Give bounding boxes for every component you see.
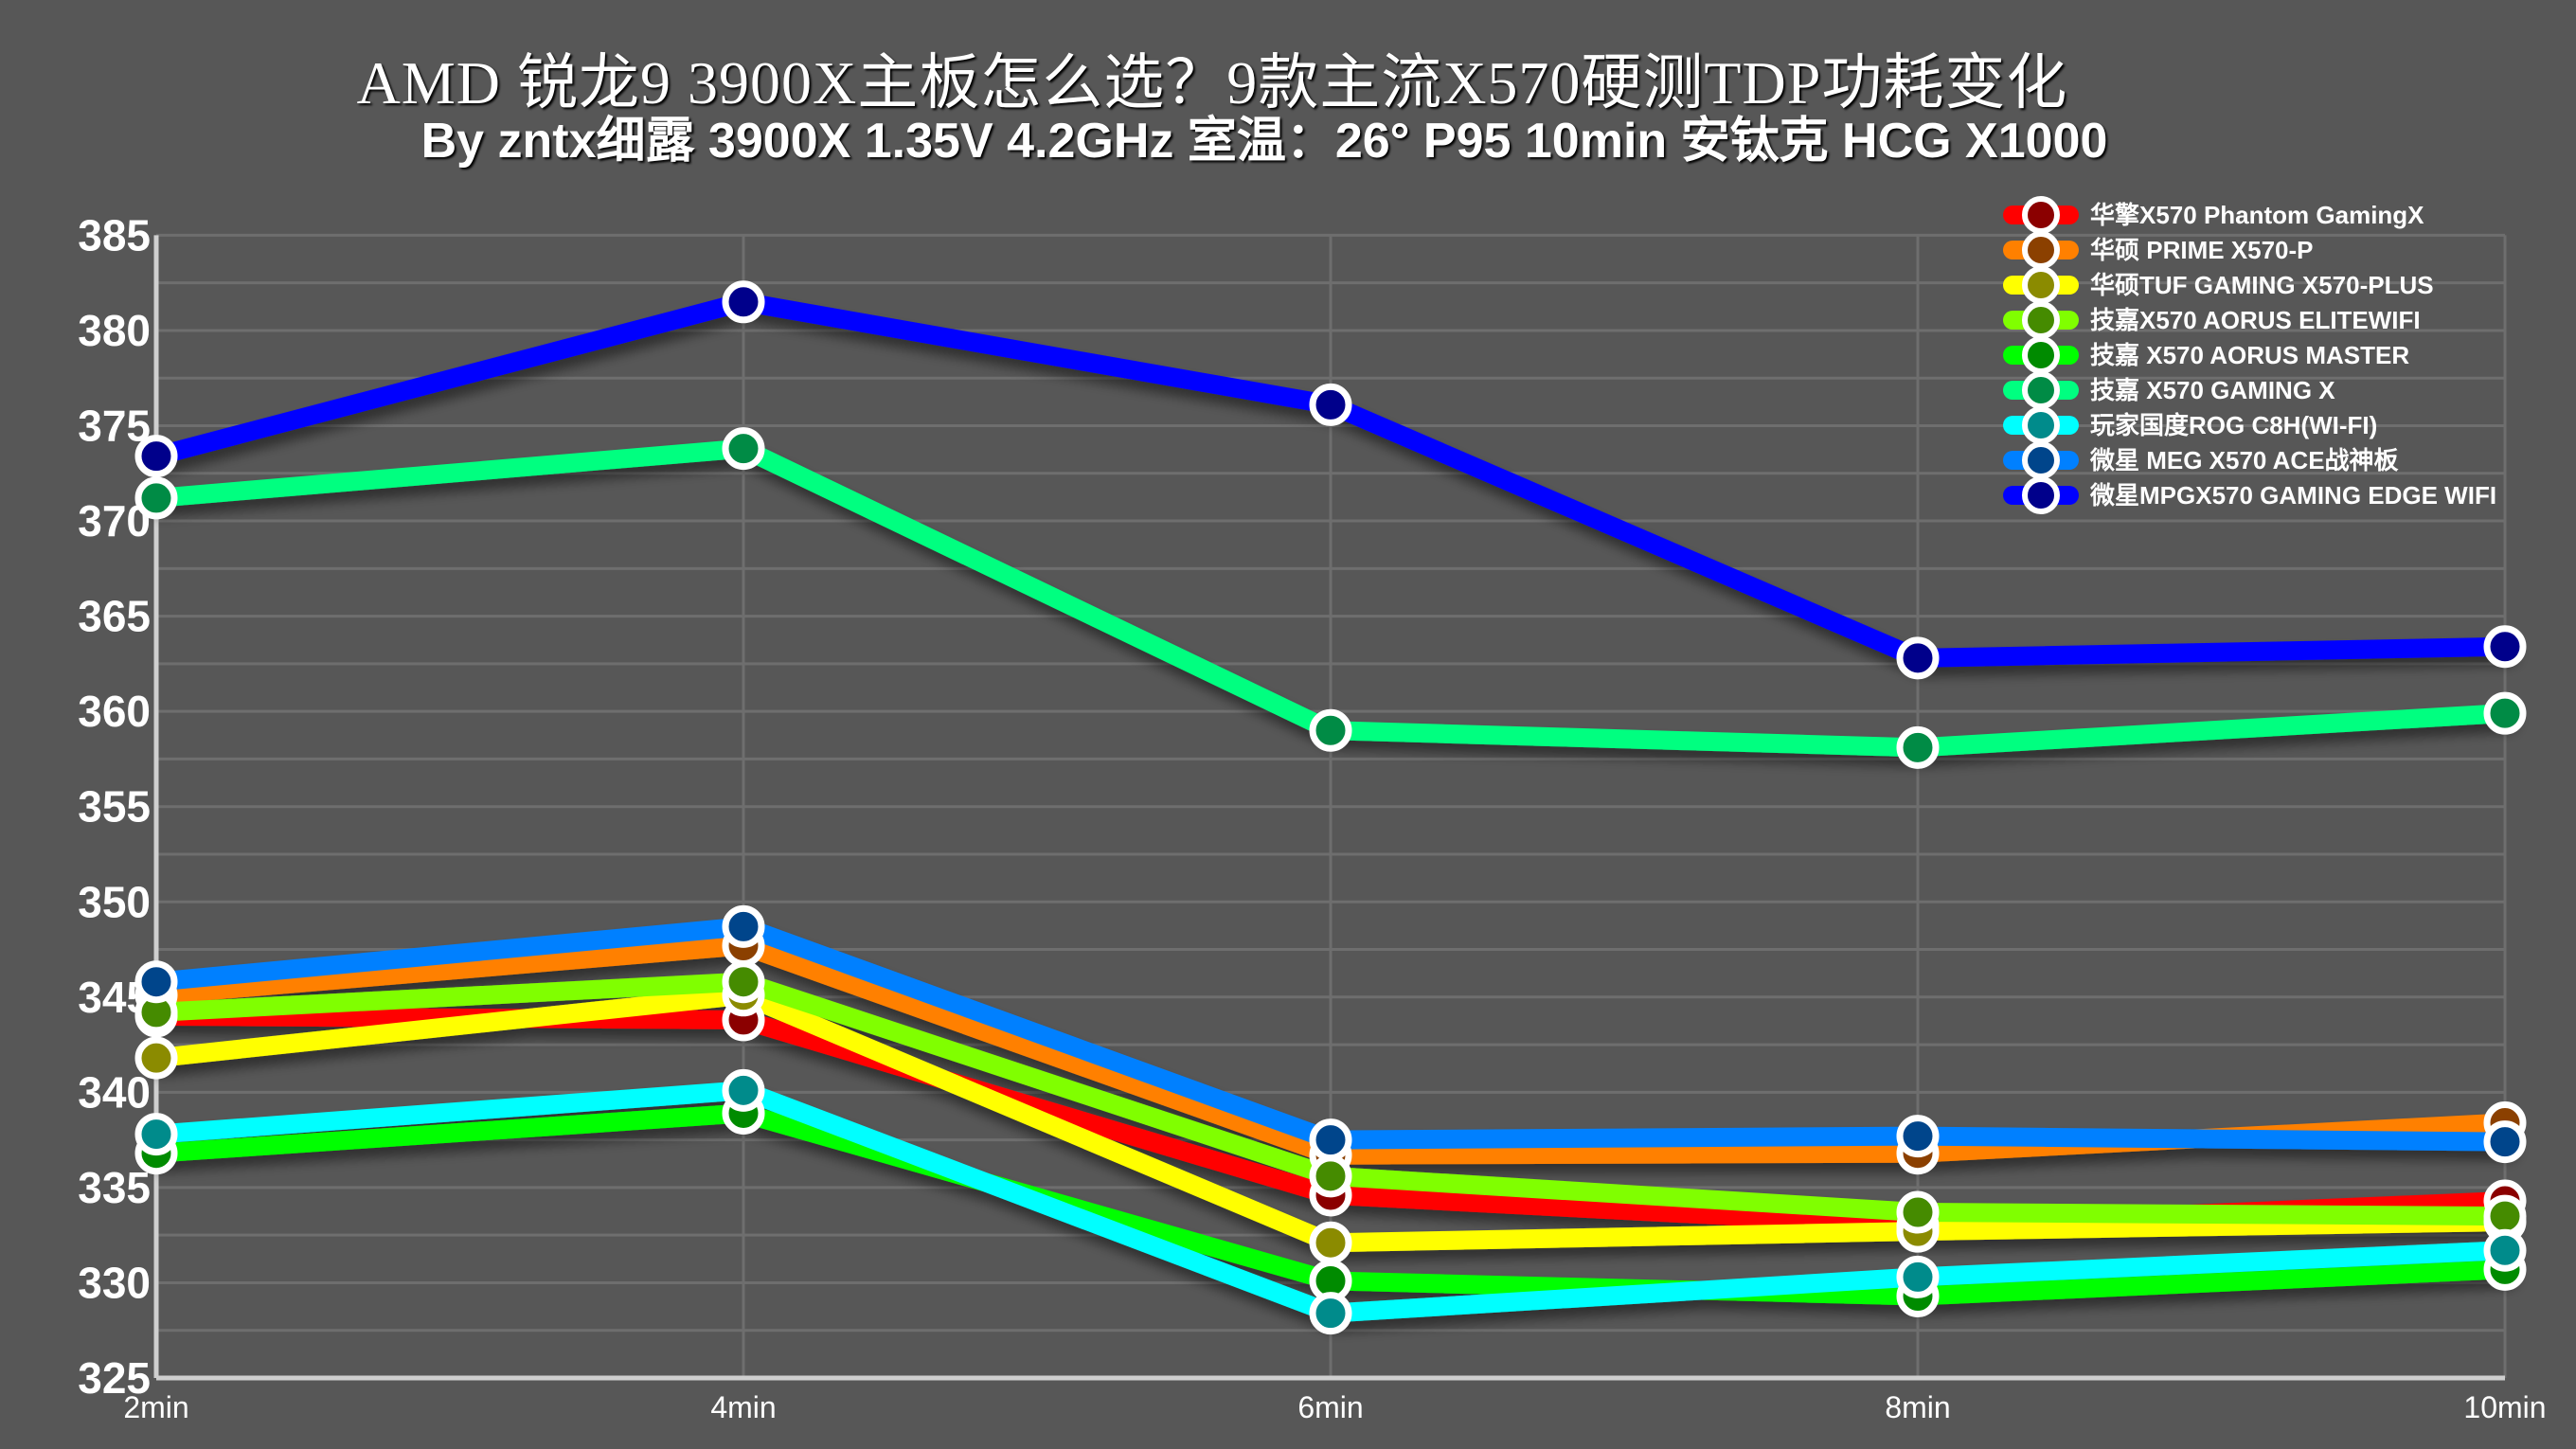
x-axis: 2min 4min 6min 8min 10min — [123, 1390, 2546, 1424]
y-tick-label: 340 — [78, 1067, 151, 1117]
y-tick-label: 385 — [78, 210, 151, 259]
data-point-marker — [134, 1036, 178, 1080]
data-point-marker — [722, 960, 765, 1004]
legend-item: 华擎X570 Phantom GamingX — [2003, 196, 2424, 234]
legend-marker-swatch — [2022, 231, 2060, 269]
data-point-marker — [1309, 383, 1352, 426]
legend-label: 技嘉X570 AORUS ELITEWIFI — [2090, 306, 2421, 334]
legend-item: 技嘉 X570 GAMING X — [2003, 371, 2335, 409]
chart-title: AMD 锐龙9 3900X主板怎么选？9款主流X570硬测TDP功耗变化 — [356, 49, 2068, 116]
y-tick-label: 335 — [78, 1163, 151, 1212]
legend-marker-swatch — [2022, 301, 2060, 339]
legend-item: 华硕 PRIME X570-P — [2003, 231, 2314, 269]
data-point-marker — [722, 280, 765, 324]
legend-marker-swatch — [2022, 476, 2060, 514]
legend-label: 华硕 PRIME X570-P — [2090, 236, 2314, 264]
y-tick-label: 325 — [78, 1353, 151, 1403]
x-tick-label: 8min — [1885, 1390, 1950, 1424]
legend-label: 华硕TUF GAMING X570-PLUS — [2090, 271, 2434, 299]
data-point-marker — [1309, 1292, 1352, 1335]
y-tick-label: 330 — [78, 1258, 151, 1307]
y-tick-label: 365 — [78, 592, 151, 641]
plot-series — [134, 280, 2527, 1335]
legend-marker-swatch — [2022, 336, 2060, 374]
chart-subtitle: By zntx细露 3900X 1.35V 4.2GHz 室温：26° P95 … — [420, 114, 2108, 169]
data-point-marker — [722, 1068, 765, 1112]
legend-item: 技嘉X570 AORUS ELITEWIFI — [2003, 301, 2421, 339]
data-point-marker — [1896, 636, 1940, 680]
legend: 华擎X570 Phantom GamingX 华硕 PRIME X570-P 华硕T… — [2003, 196, 2496, 514]
data-point-marker — [1309, 1154, 1352, 1198]
legend-label: 技嘉 X570 AORUS MASTER — [2090, 341, 2409, 369]
legend-marker-swatch — [2022, 371, 2060, 409]
legend-label: 技嘉 X570 GAMING X — [2090, 376, 2335, 404]
data-point-marker — [722, 904, 765, 948]
data-point-marker — [722, 427, 765, 471]
y-tick-label: 380 — [78, 306, 151, 355]
legend-item: 微星MPGX570 GAMING EDGE WIFI — [2003, 476, 2496, 514]
y-tick-label: 350 — [78, 877, 151, 926]
y-tick-label: 355 — [78, 782, 151, 832]
data-point-marker — [2483, 1120, 2527, 1164]
x-tick-label: 10min — [2463, 1390, 2546, 1424]
plot-grid — [153, 233, 2507, 1381]
data-point-marker — [1896, 1115, 1940, 1158]
data-point-marker — [134, 435, 178, 478]
data-point-marker — [2483, 625, 2527, 669]
legend-marker-swatch — [2022, 196, 2060, 234]
series-markers — [134, 280, 2527, 1335]
data-point-marker — [1896, 1255, 1940, 1298]
legend-item: 技嘉 X570 AORUS MASTER — [2003, 336, 2409, 374]
legend-item: 微星 MEG X570 ACE战神板 — [2003, 441, 2399, 479]
legend-item: 华硕TUF GAMING X570-PLUS — [2003, 266, 2434, 304]
y-tick-label: 375 — [78, 402, 151, 451]
x-tick-label: 4min — [710, 1390, 776, 1424]
data-point-marker — [1309, 1118, 1352, 1162]
data-point-marker — [1896, 1190, 1940, 1234]
legend-label: 微星 MEG X570 ACE战神板 — [2089, 446, 2399, 474]
data-point-marker — [134, 476, 178, 520]
data-point-marker — [1309, 1221, 1352, 1264]
data-point-marker — [1309, 708, 1352, 752]
x-tick-label: 2min — [123, 1390, 188, 1424]
legend-label: 微星MPGX570 GAMING EDGE WIFI — [2089, 481, 2496, 510]
data-point-marker — [1896, 725, 1940, 769]
data-point-marker — [2483, 691, 2527, 735]
data-point-marker — [2483, 1228, 2527, 1272]
legend-marker-swatch — [2022, 406, 2060, 444]
legend-label: 玩家国度ROG C8H(WI-FI) — [2090, 411, 2377, 439]
legend-item: 玩家国度ROG C8H(WI-FI) — [2003, 406, 2377, 444]
data-point-marker — [2483, 1194, 2527, 1238]
x-tick-label: 6min — [1297, 1390, 1363, 1424]
legend-marker-swatch — [2022, 441, 2060, 479]
data-point-marker — [134, 1113, 178, 1156]
data-point-marker — [134, 960, 178, 1004]
legend-marker-swatch — [2022, 266, 2060, 304]
y-tick-label: 360 — [78, 687, 151, 736]
legend-label: 华擎X570 Phantom GamingX — [2090, 201, 2424, 229]
